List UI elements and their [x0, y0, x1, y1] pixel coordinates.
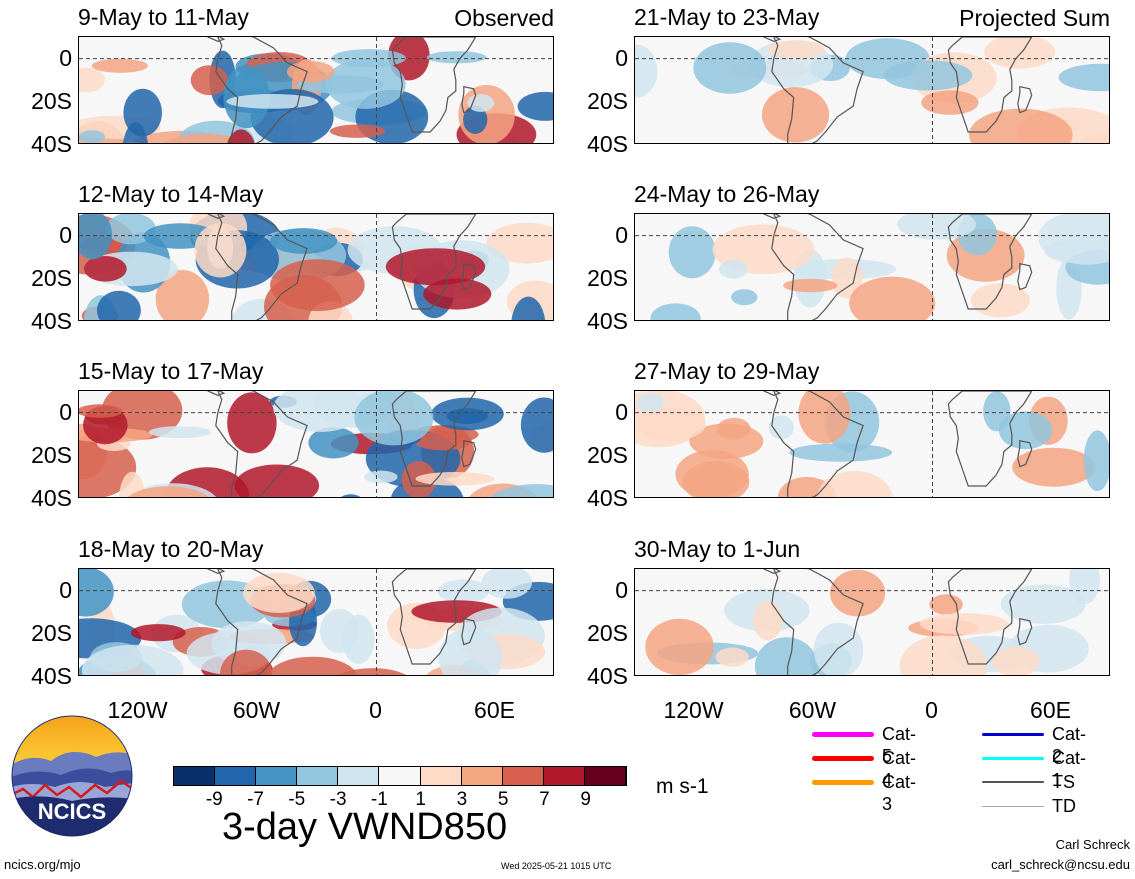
legend-label: Cat-3 — [882, 772, 917, 814]
right-map-panel-1 — [634, 36, 1110, 144]
footer-timestamp: Wed 2025-05-21 1015 UTC — [501, 861, 612, 871]
panel-title: 21-May to 23-May — [634, 4, 820, 30]
panel-title: 12-May to 14-May — [78, 181, 264, 207]
colorbar-segment — [256, 767, 298, 785]
colorbar-segment — [215, 767, 257, 785]
legend-label: Cat-4 — [882, 748, 917, 790]
legend-line — [812, 779, 874, 785]
y-tick-label: 0 — [59, 398, 72, 425]
y-tick-label: 0 — [615, 221, 628, 248]
y-tick-label: 0 — [615, 576, 628, 603]
y-tick-label: 20S — [31, 264, 72, 291]
colorbar-segment — [297, 767, 339, 785]
colorbar-segment — [379, 767, 421, 785]
x-tick-label: 60W — [232, 697, 281, 723]
panel-tag: Projected Sum — [959, 5, 1110, 31]
y-tick-label: 40S — [587, 485, 628, 511]
y-tick-label: 20S — [587, 264, 628, 291]
y-tick-label: 40S — [587, 131, 628, 157]
y-tick-label: 20S — [587, 619, 628, 646]
y-tick-label: 40S — [31, 131, 72, 157]
left-map-panel-1 — [78, 36, 554, 144]
legend-line — [812, 731, 874, 737]
colorbar-label: 1 — [415, 789, 426, 810]
colorbar — [173, 766, 627, 786]
colorbar-units: m s-1 — [656, 775, 709, 798]
y-tick-label: 0 — [615, 398, 628, 425]
x-tick-label: 60E — [1030, 697, 1071, 723]
y-tick-label: 0 — [59, 576, 72, 603]
colorbar-segment — [461, 767, 503, 785]
colorbar-label: 3 — [456, 789, 468, 810]
panel-title: 24-May to 26-May — [634, 181, 820, 207]
right-map-panel-4 — [634, 568, 1110, 676]
y-tick-label: 0 — [59, 221, 72, 248]
footer-url: ncics.org/mjo — [4, 857, 81, 872]
y-tick-label: 0 — [615, 44, 628, 71]
panel-title: 18-May to 20-May — [78, 536, 264, 562]
colorbar-segment — [584, 767, 627, 785]
left-map-panel-2 — [78, 213, 554, 321]
colorbar-segment — [420, 767, 462, 785]
y-tick-label: 40S — [587, 308, 628, 334]
x-tick-label: 0 — [925, 697, 938, 723]
logo-text: NCICS — [38, 799, 106, 824]
legend-line — [812, 755, 874, 761]
y-tick-label: 40S — [587, 663, 628, 689]
x-tick-label: 120W — [663, 697, 724, 723]
footer-email: carl_schreck@ncsu.edu — [991, 857, 1130, 872]
ncics-logo: NCICS — [11, 715, 133, 837]
colorbar-segment — [338, 767, 380, 785]
colorbar-label: 7 — [539, 789, 550, 810]
legend-label: Cat-2 — [1052, 724, 1087, 766]
x-tick-label: 120W — [107, 697, 168, 723]
y-tick-label: 40S — [31, 663, 72, 689]
left-map-panel-4 — [78, 568, 554, 676]
colorbar-label: -3 — [329, 789, 347, 810]
y-tick-label: 0 — [59, 44, 72, 71]
legend-label: TD — [1052, 796, 1076, 816]
legend-line — [982, 781, 1044, 783]
y-tick-label: 20S — [31, 619, 72, 646]
y-tick-label: 20S — [587, 441, 628, 468]
legend-label: Cat-5 — [882, 724, 917, 766]
panel-title: 9-May to 11-May — [78, 4, 249, 30]
legend-line — [982, 756, 1044, 760]
footer-author: Carl Schreck — [1055, 837, 1130, 852]
x-tick-label: 60W — [788, 697, 837, 723]
colorbar-label: -9 — [205, 789, 223, 810]
colorbar-segment — [543, 767, 585, 785]
panel-title: 27-May to 29-May — [634, 358, 820, 384]
y-tick-label: 20S — [31, 87, 72, 114]
right-map-panel-2 — [634, 213, 1110, 321]
y-tick-label: 40S — [31, 308, 72, 334]
panel-title: 30-May to 1-Jun — [634, 536, 801, 562]
legend-label: Cat-1 — [1052, 748, 1087, 790]
panel-tag: Observed — [454, 5, 554, 31]
colorbar-label: -7 — [247, 789, 264, 810]
colorbar-segment — [502, 767, 544, 785]
panel-title: 15-May to 17-May — [78, 358, 264, 384]
y-tick-label: 20S — [31, 441, 72, 468]
x-tick-label: 0 — [369, 697, 382, 723]
y-tick-label: 40S — [31, 485, 72, 511]
x-tick-label: 60E — [474, 697, 515, 723]
legend-line — [982, 805, 1044, 807]
left-map-panel-3 — [78, 390, 554, 498]
colorbar-label: -5 — [288, 789, 306, 810]
colorbar-segment — [174, 767, 216, 785]
legend-label: TS — [1052, 772, 1076, 792]
legend-line — [982, 732, 1044, 736]
colorbar-label: 9 — [580, 789, 591, 810]
colorbar-label: 5 — [497, 789, 509, 810]
colorbar-label: -1 — [370, 789, 388, 810]
y-tick-label: 20S — [587, 87, 628, 114]
right-map-panel-3 — [634, 390, 1110, 498]
figure-title: 3-day VWND850 — [222, 806, 508, 848]
